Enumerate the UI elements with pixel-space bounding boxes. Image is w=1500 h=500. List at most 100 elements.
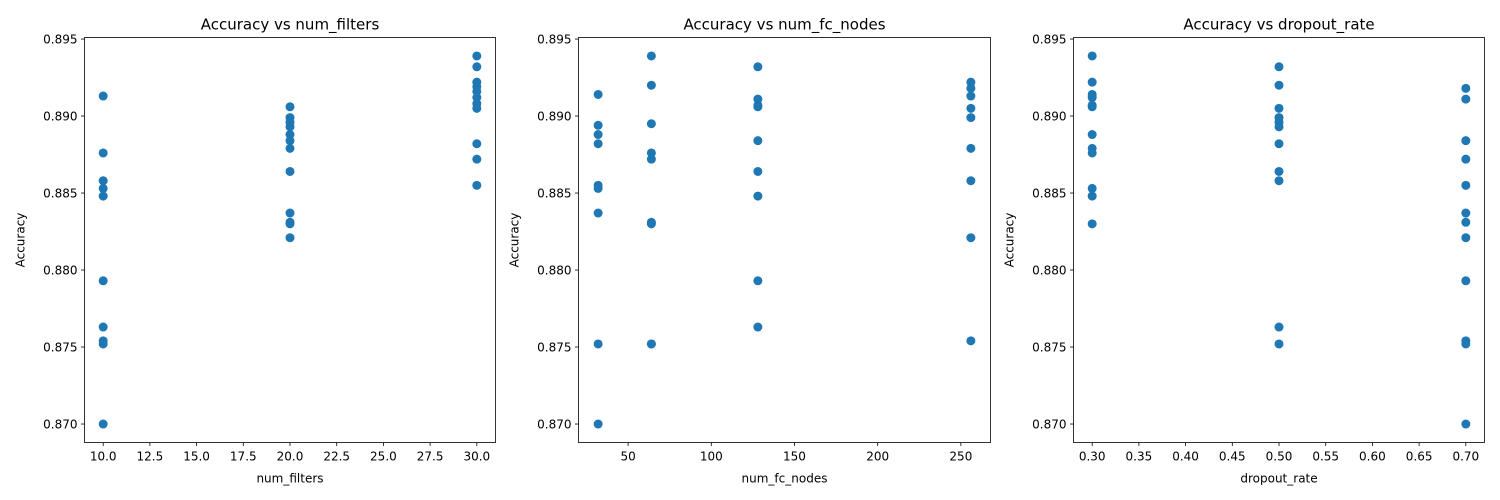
scatter-point	[1274, 122, 1284, 132]
scatter-point	[646, 80, 656, 90]
scatter-point	[285, 233, 295, 243]
chart-title: Accuracy vs num_filters	[201, 16, 380, 35]
scatter-point	[966, 176, 976, 186]
scatter-point	[593, 89, 603, 99]
scatter-point	[1087, 130, 1097, 140]
scatter-point	[1274, 322, 1284, 332]
subplot-accuracy-vs-num-fc-nodes: 50 100 150 200 250 0.870 0.875 0.880 0.885 0.890 0…	[508, 16, 991, 486]
y-tick-label: 0.880	[1032, 263, 1066, 277]
scatter-point	[1087, 93, 1097, 103]
x-tick-label: 50	[620, 450, 635, 464]
scatter-point	[98, 176, 108, 186]
scatter-point	[1461, 136, 1471, 146]
scatter-point	[753, 166, 763, 176]
scatter-point	[472, 180, 482, 190]
x-tick-label: 150	[783, 450, 806, 464]
scatter-point	[98, 191, 108, 201]
scatter-point	[285, 166, 295, 176]
scatter-point	[98, 339, 108, 349]
x-tick-label: 0.60	[1359, 450, 1386, 464]
y-tick-label: 0.880	[537, 263, 571, 277]
scatter-point	[753, 102, 763, 112]
scatter-point	[1461, 217, 1471, 227]
scatter-point	[1087, 219, 1097, 229]
axes-frame	[578, 37, 991, 443]
scatter-point	[472, 93, 482, 103]
scatter-point	[98, 148, 108, 158]
x-tick-label: 25.0	[370, 450, 397, 464]
scatter-point	[966, 336, 976, 346]
scatter-point	[1461, 83, 1471, 93]
scatter-point	[966, 143, 976, 153]
scatter-point	[753, 62, 763, 72]
scatter-point	[472, 86, 482, 96]
x-tick-label: 22.5	[323, 450, 350, 464]
y-tick-label: 0.875	[537, 340, 571, 354]
scatter-point	[285, 122, 295, 132]
x-tick-label: 0.35	[1126, 450, 1153, 464]
x-axis-label: num_filters	[256, 472, 323, 486]
scatter-point	[1087, 77, 1097, 87]
scatter-point	[1461, 276, 1471, 286]
scatter-point	[472, 139, 482, 149]
scatter-point	[1087, 191, 1097, 201]
scatter-point	[285, 136, 295, 146]
y-tick-label: 0.875	[1032, 340, 1066, 354]
y-tick-label: 0.895	[1032, 32, 1066, 46]
scatter-point	[753, 322, 763, 332]
scatter-point	[1087, 51, 1097, 61]
scatter-point	[753, 94, 763, 104]
y-tick-label: 0.895	[43, 32, 77, 46]
y-tick-label: 0.870	[1032, 417, 1066, 431]
chart-title: Accuracy vs num_fc_nodes	[683, 16, 885, 35]
scatter-point	[98, 419, 108, 429]
y-tick-label: 0.885	[43, 186, 77, 200]
scatter-point	[593, 183, 603, 193]
scatter-point	[1274, 339, 1284, 349]
scatter-point	[285, 102, 295, 112]
scatter-point	[285, 208, 295, 218]
scatter-point	[966, 91, 976, 101]
scatter-point	[646, 51, 656, 61]
x-tick-label: 100	[700, 450, 723, 464]
x-tick-label: 0.65	[1406, 450, 1433, 464]
x-tick-label: 0.50	[1266, 450, 1293, 464]
scatter-point	[593, 130, 603, 140]
y-tick-label: 0.890	[1032, 109, 1066, 123]
scatter-point	[593, 419, 603, 429]
y-axis-label: Accuracy	[508, 213, 522, 268]
scatter-point	[646, 339, 656, 349]
scatter-point	[966, 103, 976, 113]
y-axis-label: Accuracy	[14, 213, 28, 268]
y-tick-label: 0.885	[537, 186, 571, 200]
x-tick-label: 0.40	[1172, 450, 1199, 464]
scatter-point	[1461, 154, 1471, 164]
x-tick-label: 10.0	[90, 450, 117, 464]
scatter-point	[472, 51, 482, 61]
scatter-point	[1274, 62, 1284, 72]
scatter-point	[1461, 94, 1471, 104]
scatter-point	[1274, 139, 1284, 149]
x-axis-label: dropout_rate	[1240, 472, 1317, 486]
scatter-point	[646, 154, 656, 164]
scatter-point	[966, 113, 976, 123]
y-tick-label: 0.875	[43, 340, 77, 354]
x-tick-label: 0.55	[1312, 450, 1339, 464]
scatter-point	[593, 139, 603, 149]
y-tick-label: 0.890	[43, 109, 77, 123]
x-tick-label: 30.0	[463, 450, 490, 464]
y-axis-label: Accuracy	[1003, 213, 1017, 268]
scatter-point	[1274, 166, 1284, 176]
scatter-point	[646, 219, 656, 229]
scatter-point	[966, 233, 976, 243]
x-tick-label: 0.30	[1079, 450, 1106, 464]
scatter-point	[753, 136, 763, 146]
scatter-point	[1274, 103, 1284, 113]
scatter-point	[1087, 148, 1097, 158]
y-tick-label: 0.880	[43, 263, 77, 277]
scatter-point	[98, 183, 108, 193]
x-tick-label: 200	[866, 450, 889, 464]
scatter-point	[285, 143, 295, 153]
x-axis-label: num_fc_nodes	[742, 472, 828, 486]
